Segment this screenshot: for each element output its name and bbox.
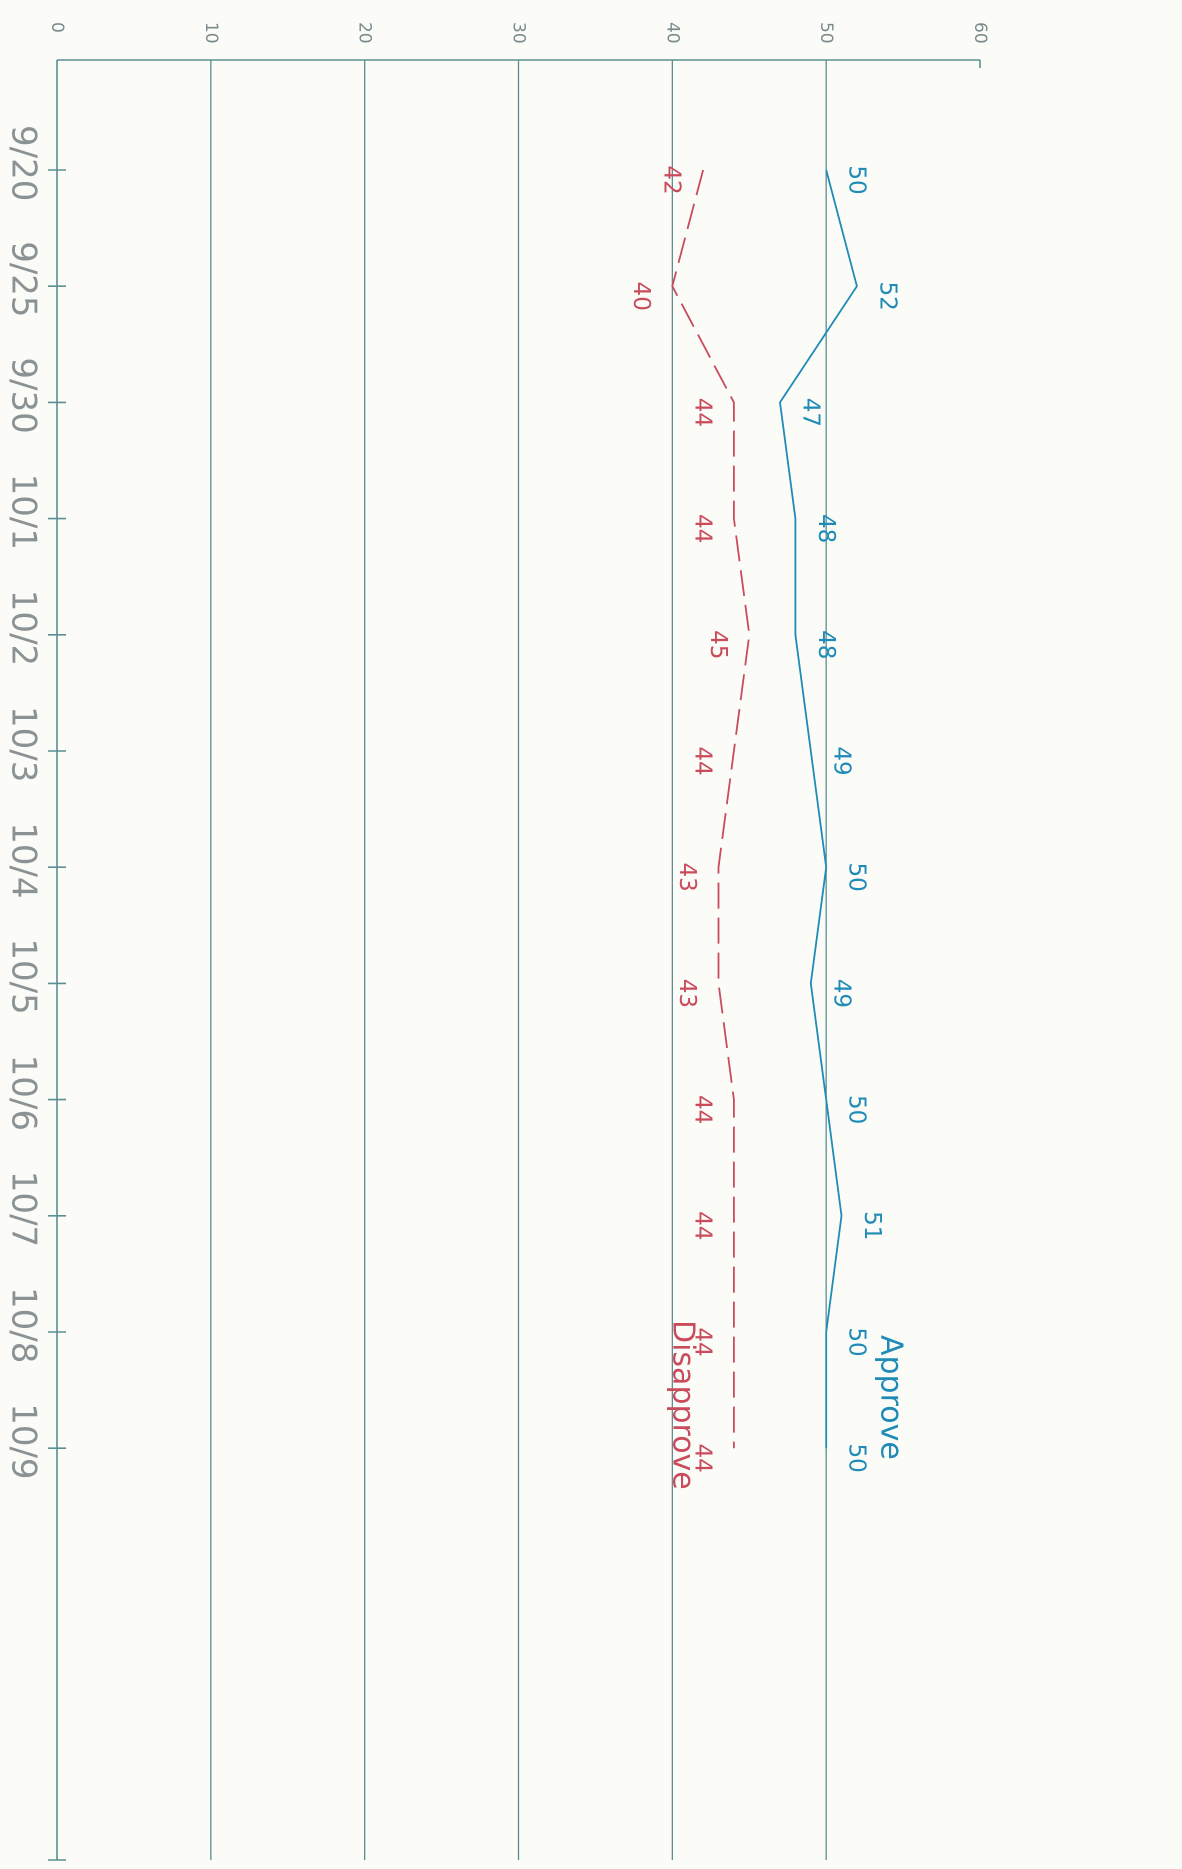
x-tick-label: 10/7 [4, 1171, 44, 1247]
x-tick-label: 9/20 [4, 125, 44, 201]
x-tick-label: 10/1 [4, 474, 44, 550]
approve-data-label: 49 [828, 746, 854, 775]
disapprove-data-label: 44 [689, 1095, 715, 1124]
approve-data-label: 48 [813, 514, 839, 543]
approve-data-label: 50 [844, 165, 870, 194]
disapprove-data-label: 44 [689, 398, 715, 427]
y-tick-label: 0 [47, 22, 67, 33]
approve-data-label: 50 [844, 1444, 870, 1473]
x-tick-label: 10/2 [4, 590, 44, 666]
approve-series-label: Approve [874, 1335, 909, 1460]
x-tick-label: 10/4 [4, 822, 44, 898]
series-layer [671, 169, 858, 1449]
approve-data-label: 49 [828, 979, 854, 1008]
grid-layer [56, 60, 981, 1860]
approve-data-label: 48 [813, 630, 839, 659]
disapprove-data-label: 45 [705, 630, 731, 659]
x-tick-label: 9/30 [4, 357, 44, 433]
disapprove-data-label: 43 [674, 863, 700, 892]
disapprove-series-label: Disapprove [665, 1320, 700, 1490]
disapprove-data-label: 44 [689, 1327, 715, 1356]
disapprove-data-label: 40 [628, 282, 654, 311]
disapprove-series-line [671, 169, 751, 1449]
approve-data-label: 52 [874, 282, 900, 311]
approve-series-line [779, 169, 858, 1449]
disapprove-data-label: 42 [659, 165, 685, 194]
disapprove-data-label: 43 [674, 979, 700, 1008]
y-tick-label: 60 [970, 22, 990, 44]
disapprove-data-label: 44 [689, 1211, 715, 1240]
approve-data-label: 50 [844, 1327, 870, 1356]
x-tick-label: 10/6 [4, 1055, 44, 1131]
y-tick-label: 30 [509, 22, 529, 44]
disapprove-data-label: 44 [689, 514, 715, 543]
y-tick-label: 50 [816, 22, 836, 44]
approve-data-label: 51 [859, 1211, 885, 1240]
approve-data-label: 50 [844, 1095, 870, 1124]
disapprove-data-label: 44 [689, 746, 715, 775]
x-tick-label: 10/8 [4, 1287, 44, 1363]
axis-layer: 0 10 20 30 40 50 60 9/20 9/25 9/30 10/1 10/2 10/3 10/… [3, 22, 990, 1861]
x-tick-label: 10/3 [4, 706, 44, 782]
approve-data-label: 47 [798, 398, 824, 427]
approve-data-label: 50 [844, 863, 870, 892]
x-tick-label: 9/25 [3, 241, 43, 317]
y-tick-label: 20 [355, 22, 375, 44]
x-tick-label: 10/5 [4, 938, 44, 1014]
disapprove-data-label: 44 [689, 1444, 715, 1473]
x-tick-label: 10/9 [4, 1403, 44, 1479]
y-tick-label: 40 [662, 22, 682, 44]
y-tick-label: 10 [201, 22, 221, 44]
